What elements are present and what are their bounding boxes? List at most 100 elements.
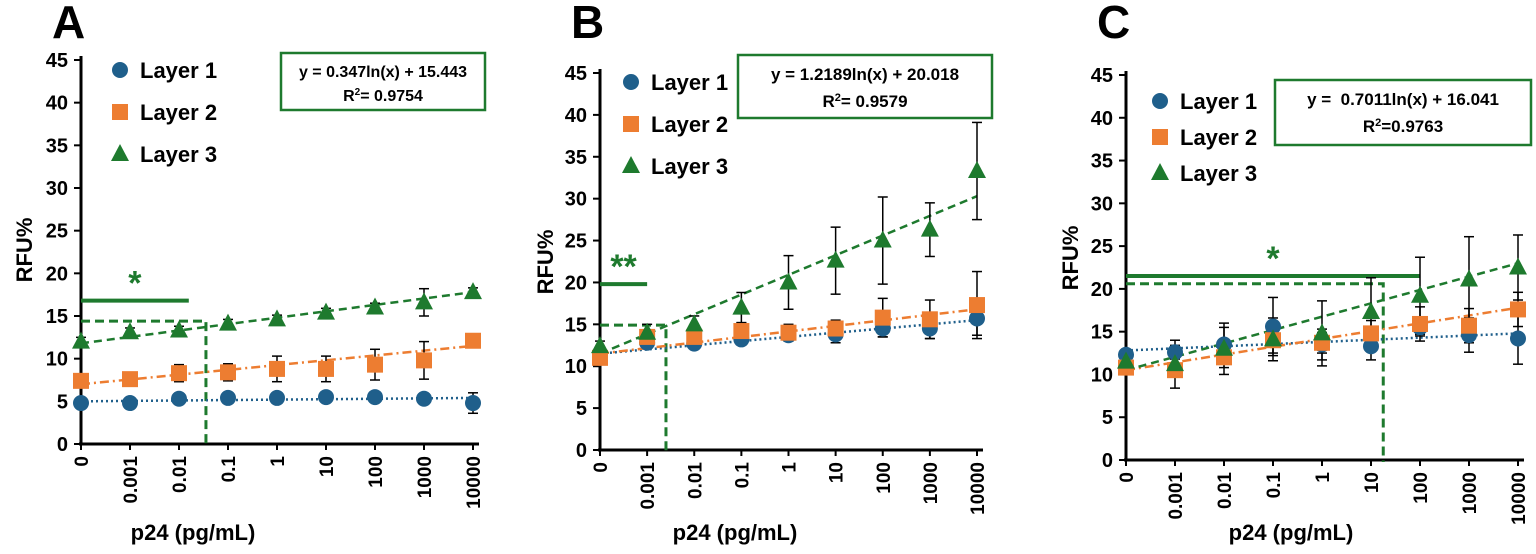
data-point-layer-2 [318,360,334,377]
data-point-layer-1 [269,389,285,406]
x-tick-label: 1 [1313,472,1334,483]
data-point-layer-3 [1509,257,1527,275]
data-point-layer-3 [268,309,286,327]
data-point-layer-3 [920,219,939,237]
data-point-layer-3 [366,297,384,315]
y-tick-label: 15 [46,306,68,328]
data-point-layer-2 [220,364,236,381]
plot-area-b: 0 5 10 15 20 25 30 35 40 45 0 0.001 0.01 0.1 1 10 100 100… [565,63,989,515]
data-point-layer-3 [732,297,751,315]
data-point-layer-1 [465,395,481,412]
data-point-layer-1 [220,389,236,406]
legend-label-layer-2: Layer 2 [651,112,728,137]
panel-label-b: B [571,0,604,48]
data-point-layer-2 [171,365,187,382]
x-tick-label: 10 [1362,472,1383,493]
y-tick-label: 45 [46,50,68,72]
data-point-layer-3 [1460,269,1478,287]
x-tick-label: 1000 [415,456,436,498]
detection-limit-line [600,323,668,452]
data-point-layer-1 [1167,344,1183,361]
data-point-layer-2 [969,297,985,314]
legend-label-layer-1: Layer 1 [651,70,728,95]
legend-marker-layer-1 [623,74,639,90]
x-tick-label: 1 [780,462,801,473]
data-point-layer-1 [1363,338,1379,355]
data-point-layer-3 [1264,329,1282,347]
y-tick-label: 0 [1102,450,1113,472]
legend-marker-layer-3 [111,144,129,161]
y-tick-label: 40 [1091,108,1113,130]
legend-box-c [1273,78,1533,147]
x-tick-label: 10000 [968,462,989,515]
r-squared-text-b: R2= 0.9579 [822,92,907,111]
significance-label: * [1266,240,1280,278]
data-point-layer-2 [592,349,608,366]
data-point-layer-3 [968,161,986,179]
data-point-layer-2 [416,352,432,369]
legend-label-layer-1: Layer 1 [140,58,217,83]
r-squared-text-c: R2=0.9763 [1363,117,1443,136]
data-point-layer-3 [826,250,845,268]
legend-label-layer-3: Layer 3 [1180,161,1257,186]
x-tick-label: 1000 [1460,472,1481,514]
data-point-layer-2 [1412,315,1428,332]
plot-area-a: 0 5 10 15 20 25 30 35 40 45 0 0.001 0.01 0.1 1 10 100 100… [46,50,485,509]
data-point-layer-3 [1166,354,1184,372]
panel-a: A RFU% p24 (pg/mL) y = 0.347ln(x) + 15.4… [12,0,487,545]
data-point-layer-1 [171,390,187,407]
x-tick-label: 10 [317,456,338,477]
y-tick-label: 30 [46,178,68,200]
data-point-layer-3 [317,302,335,320]
legend-box-a [279,51,487,112]
x-tick-label: 0 [1117,472,1138,483]
data-point-layer-3 [1362,301,1380,319]
y-tick-label: 40 [565,105,587,127]
x-tick-label: 10000 [464,456,485,509]
x-tick-label: 10 [827,462,848,483]
data-point-layer-1 [318,389,334,406]
data-point-layer-1 [416,390,432,407]
data-point-layer-2 [1363,325,1379,342]
y-tick-label: 0 [57,434,68,456]
data-point-layer-2 [686,328,703,345]
trendline-layer-1 [599,318,978,355]
significance-label: ** [610,248,637,286]
x-axis-label-a: p24 (pg/mL) [131,520,256,545]
data-point-layer-2 [1461,317,1477,334]
y-tick-label: 5 [576,398,587,420]
data-point-layer-2 [874,309,891,326]
trendline-layer-2 [599,308,978,355]
data-point-layer-2 [122,371,138,388]
y-tick-label: 35 [46,135,68,157]
data-point-layer-2 [1510,301,1526,318]
y-tick-label: 25 [46,221,68,243]
y-tick-label: 30 [565,189,587,211]
x-tick-label: 0.1 [732,462,753,489]
panel-b: B RFU% p24 (pg/mL) y = 1.2189ln(x) + 20.… [533,0,994,545]
significance-label: * [128,265,142,303]
data-point-layer-3 [72,331,90,349]
data-point-layer-2 [921,311,938,328]
panel-label-a: A [52,0,85,48]
x-tick-label: 10000 [1509,472,1530,525]
legend-label-layer-2: Layer 2 [140,100,217,125]
data-point-layer-2 [780,324,797,341]
data-point-layer-1 [969,310,985,327]
x-tick-label: 0.1 [1264,472,1285,499]
x-tick-label: 0.01 [1215,472,1236,509]
legend-box-b [736,53,994,120]
y-tick-label: 10 [1091,364,1113,386]
y-tick-label: 15 [565,314,587,336]
equation-text-b: y = 1.2189ln(x) + 20.018 [771,65,959,84]
x-tick-label: 0 [72,456,93,467]
y-tick-label: 45 [565,63,587,85]
y-tick-label: 10 [46,349,68,371]
y-tick-label: 5 [57,391,68,413]
plot-area-c: 0 5 10 15 20 25 30 35 40 45 0 0.001 0.01 0.1 1 10 100 100… [1091,65,1530,525]
data-point-layer-1 [1265,318,1281,335]
x-axis-label-c: p24 (pg/mL) [1229,520,1354,545]
y-axis-label-a: RFU% [12,218,37,283]
legend-marker-layer-1 [1152,93,1168,109]
